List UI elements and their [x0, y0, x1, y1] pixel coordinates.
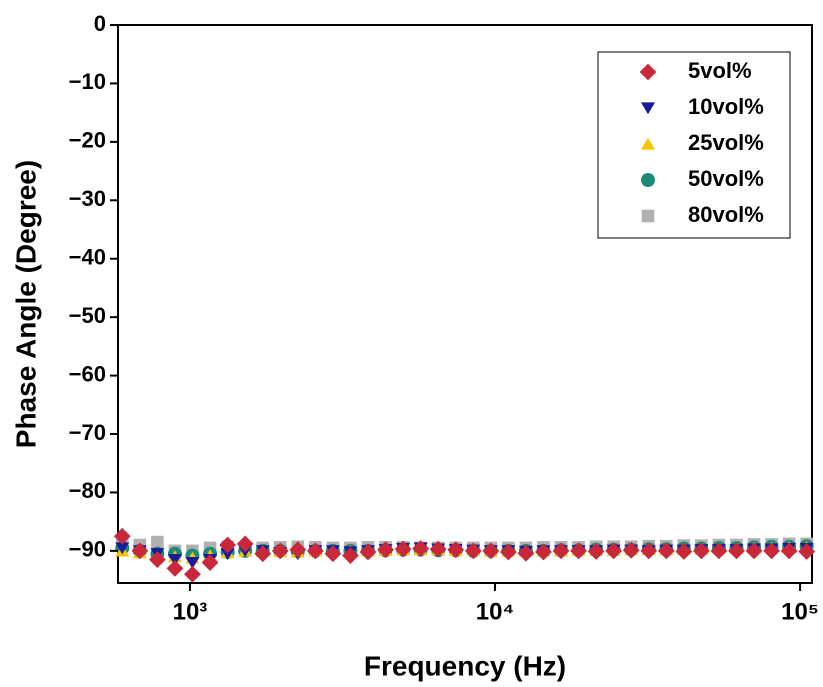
point: [359, 543, 377, 561]
point: [131, 542, 149, 560]
y-tick-label: −80: [69, 478, 106, 503]
y-tick-label: −20: [69, 128, 106, 153]
point: [535, 543, 552, 561]
point: [499, 543, 517, 561]
legend-marker: [641, 173, 655, 187]
point: [342, 547, 359, 564]
y-tick-label: 0: [94, 11, 106, 36]
point: [167, 554, 182, 566]
point: [447, 541, 465, 559]
point: [464, 542, 482, 560]
point: [236, 535, 254, 553]
point: [412, 540, 430, 557]
point: [220, 548, 235, 561]
y-tick-label: −40: [69, 245, 106, 270]
point: [552, 542, 570, 560]
point: [219, 536, 237, 554]
point: [763, 542, 780, 560]
point: [394, 540, 412, 558]
point: [675, 543, 693, 560]
point: [306, 542, 324, 560]
point: [148, 551, 166, 569]
legend-label: 25vol%: [688, 130, 764, 155]
point: [640, 542, 658, 560]
legend-marker: [641, 209, 655, 223]
point: [780, 542, 798, 560]
point: [657, 542, 675, 560]
x-tick-label: 10³: [173, 598, 208, 625]
y-tick-label: −10: [69, 69, 106, 94]
y-tick-label: −90: [69, 537, 106, 562]
point: [254, 545, 272, 563]
legend-label: 10vol%: [688, 94, 764, 119]
y-tick-label: −70: [69, 420, 106, 445]
point: [728, 542, 745, 560]
point: [115, 542, 130, 555]
x-tick-label: 10⁵: [781, 598, 819, 625]
x-tick-label: 10⁴: [476, 598, 515, 625]
point: [324, 545, 342, 563]
legend-marker: [641, 102, 655, 115]
y-tick-label: −30: [69, 186, 106, 211]
points: [113, 527, 816, 583]
point: [151, 535, 164, 549]
point: [692, 542, 710, 560]
y-tick-label: −50: [69, 303, 106, 328]
point: [622, 541, 640, 559]
point: [482, 542, 500, 560]
point: [289, 541, 307, 559]
point: [429, 540, 447, 558]
legend-box: [597, 51, 791, 239]
plot-frame: [117, 24, 813, 584]
point: [798, 543, 816, 560]
point: [201, 554, 219, 571]
point: [710, 542, 728, 560]
legend-marker: [639, 63, 657, 81]
x-axis-label: Frequency (Hz): [364, 650, 566, 681]
point: [271, 542, 289, 560]
legend-label: 80vol%: [688, 202, 764, 227]
point: [184, 565, 201, 583]
point: [570, 542, 587, 560]
point: [377, 541, 394, 559]
point: [166, 559, 184, 577]
point: [185, 556, 200, 569]
y-tick-label: −60: [69, 361, 106, 386]
point: [605, 542, 623, 560]
point: [517, 544, 535, 562]
point: [745, 542, 763, 560]
y-axis-label: Phase Angle (Degree): [10, 160, 41, 448]
point: [587, 543, 605, 560]
point: [113, 527, 131, 545]
legend-label: 5vol%: [688, 58, 752, 83]
legend-label: 50vol%: [688, 166, 764, 191]
legend-marker: [641, 137, 655, 150]
